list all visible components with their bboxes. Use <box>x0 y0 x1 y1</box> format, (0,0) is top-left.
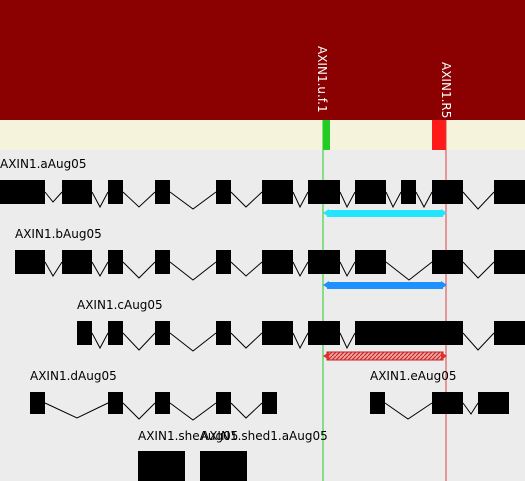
transcript-e-model[interactable] <box>370 392 509 420</box>
transcript-d-label: AXIN1.dAug05 <box>30 369 117 383</box>
amplicon-b[interactable] <box>323 281 447 289</box>
transcript-d-model[interactable] <box>30 392 277 421</box>
header-band <box>0 0 525 120</box>
transcript-shed1-model[interactable] <box>200 451 247 481</box>
transcript-a-label: AXIN1.aAug05 <box>0 157 86 171</box>
amplicon-c[interactable] <box>323 351 447 361</box>
reverse-primer-marker[interactable] <box>432 120 446 150</box>
transcript-she-model[interactable] <box>138 451 185 481</box>
transcript-e-label: AXIN1.eAug05 <box>370 369 456 383</box>
forward-primer-label: AXIN1.u.f.1 <box>315 46 329 113</box>
transcript-c-model[interactable] <box>77 321 525 352</box>
transcript-shed1-label: AXIN1.shed1.aAug05 <box>201 429 328 443</box>
forward-primer-marker[interactable] <box>323 120 330 150</box>
transcript-b-model[interactable] <box>15 250 525 281</box>
reverse-primer-label: AXIN1.R5 <box>439 62 453 118</box>
amplicon-a[interactable] <box>323 209 447 217</box>
transcript-a-model[interactable] <box>0 180 525 210</box>
transcript-she-label: AXIN1.sheAug05 <box>138 429 238 443</box>
transcript-c-label: AXIN1.cAug05 <box>77 298 163 312</box>
transcript-b-label: AXIN1.bAug05 <box>15 227 102 241</box>
transcript-lane <box>0 150 525 481</box>
